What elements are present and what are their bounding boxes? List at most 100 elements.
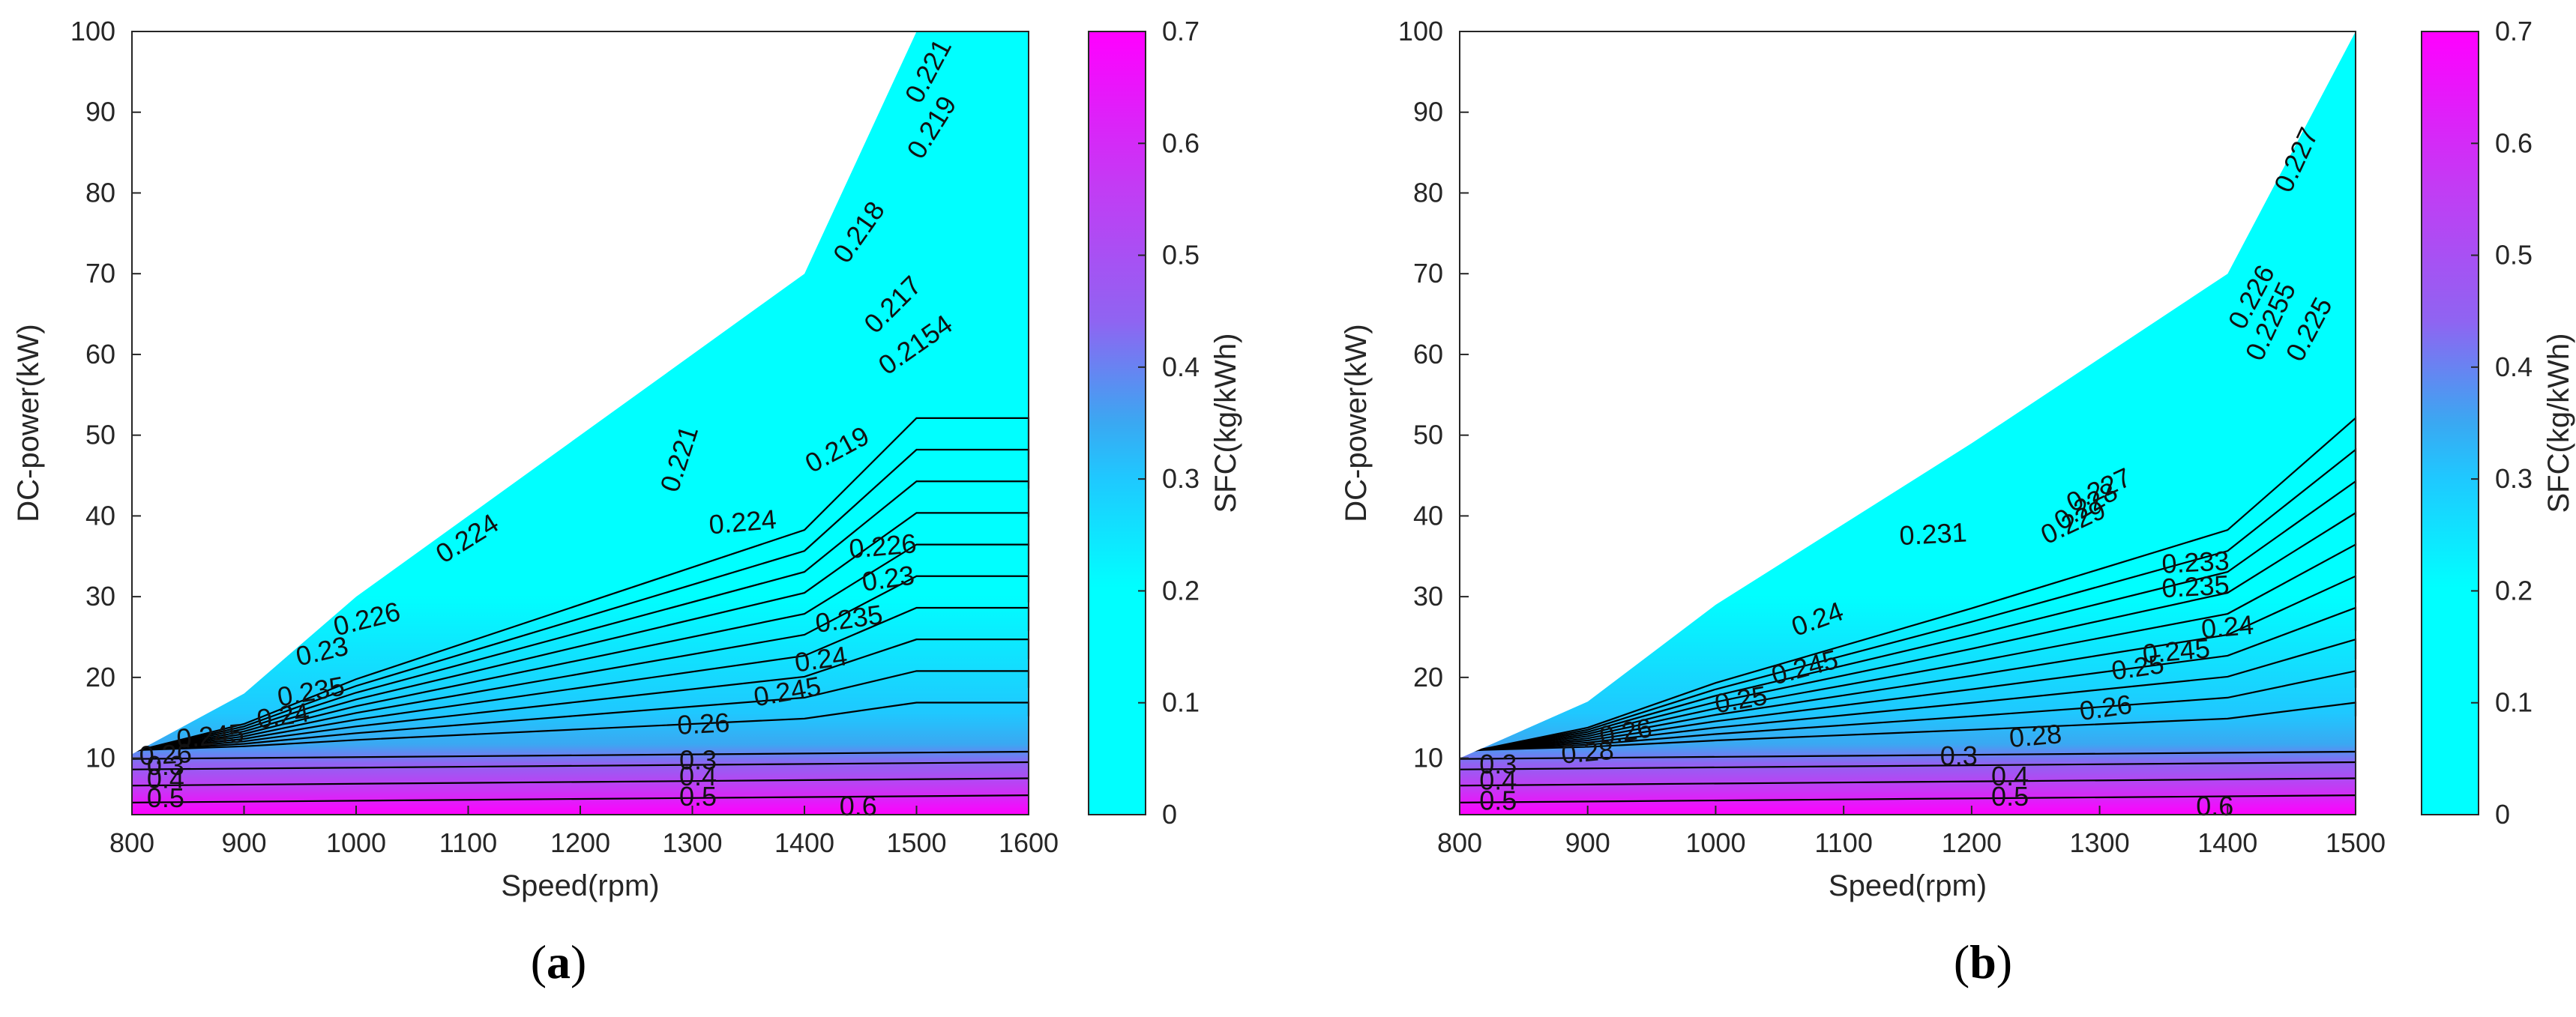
contour-label: 0.28 bbox=[2008, 718, 2062, 753]
x-tick-label: 1200 bbox=[550, 827, 610, 858]
contour-line bbox=[131, 448, 1030, 753]
x-tick-label: 1000 bbox=[326, 827, 386, 858]
contour-label: 0.26 bbox=[139, 737, 193, 771]
colorbar bbox=[1088, 31, 1146, 815]
y-axis-label: DC-power(kW) bbox=[1340, 324, 1373, 522]
colorbar-tick-label: 0.2 bbox=[1162, 575, 1200, 606]
colorbar-label: SFC(kg/kWh) bbox=[1209, 334, 1242, 513]
contour-label: 0.6 bbox=[840, 791, 877, 821]
y-tick-label: 100 bbox=[1398, 16, 1443, 46]
contour-label: 0.26 bbox=[676, 707, 730, 740]
panel-caption: (b) bbox=[1954, 935, 2012, 989]
contour-label: 0.226 bbox=[848, 528, 918, 564]
colorbar-tick-label: 0.5 bbox=[1162, 240, 1200, 271]
contour-line bbox=[1459, 794, 2356, 803]
colorbar-tick-label: 0.1 bbox=[2495, 687, 2533, 718]
contour-line bbox=[131, 761, 1029, 770]
x-tick-label: 1000 bbox=[1685, 827, 1745, 858]
contour-label: 0.5 bbox=[147, 782, 184, 813]
x-tick-label: 900 bbox=[1565, 827, 1610, 858]
contour-label: 0.24 bbox=[792, 640, 849, 678]
contour-line bbox=[131, 575, 1030, 752]
x-tick-label: 1300 bbox=[2070, 827, 2130, 858]
contour-label: 0.4 bbox=[1991, 761, 2029, 791]
contour-label: 0.4 bbox=[1479, 764, 1517, 795]
x-tick-label: 800 bbox=[1437, 827, 1482, 858]
contour-line bbox=[131, 701, 1030, 752]
x-tick-label: 800 bbox=[109, 827, 154, 858]
colorbar-tick-label: 0.1 bbox=[1162, 687, 1200, 718]
colorbar-tick-label: 0.4 bbox=[2495, 351, 2533, 382]
colorbar-tick-label: 0.5 bbox=[2495, 240, 2533, 271]
contour-label: 0.3 bbox=[147, 750, 184, 781]
contour-line bbox=[131, 670, 1030, 752]
y-tick-label: 70 bbox=[85, 258, 115, 289]
contour-line bbox=[131, 639, 1030, 752]
colorbar-tick-label: 0 bbox=[2495, 799, 2510, 830]
contour-line bbox=[131, 794, 1029, 803]
y-tick-label: 20 bbox=[85, 662, 115, 692]
colorbar bbox=[2421, 31, 2479, 815]
contour-label: 0.3 bbox=[679, 744, 717, 775]
y-tick-label: 40 bbox=[1413, 500, 1443, 531]
region-above-max-power bbox=[132, 31, 1029, 755]
contour-label: 0.231 bbox=[1898, 517, 1967, 552]
x-tick-label: 1200 bbox=[1942, 827, 2002, 858]
y-tick-label: 20 bbox=[1413, 662, 1443, 692]
y-tick-label: 90 bbox=[1413, 97, 1443, 127]
x-tick-label: 1500 bbox=[886, 827, 946, 858]
y-tick-label: 10 bbox=[85, 743, 115, 773]
x-tick-label: 1400 bbox=[2197, 827, 2257, 858]
colorbar-tick-label: 0.3 bbox=[2495, 463, 2533, 494]
y-tick-label: 60 bbox=[85, 339, 115, 369]
colorbar-tick-label: 0.4 bbox=[1162, 351, 1200, 382]
x-tick-label: 1600 bbox=[999, 827, 1059, 858]
contour-line bbox=[131, 512, 1030, 752]
contour-label: 0.24 bbox=[255, 697, 311, 734]
y-tick-label: 90 bbox=[85, 97, 115, 127]
x-tick-label: 1400 bbox=[774, 827, 834, 858]
contour-label: 0.3 bbox=[1479, 749, 1517, 779]
contour-line bbox=[131, 777, 1029, 787]
y-axis-label: DC-power(kW) bbox=[12, 324, 45, 522]
contour-label: 0.28 bbox=[1560, 734, 1615, 770]
x-axis-label: Speed(rpm) bbox=[1829, 869, 1987, 902]
plot-frame bbox=[1459, 31, 2356, 815]
y-tick-label: 30 bbox=[1413, 581, 1443, 612]
x-tick-label: 1300 bbox=[662, 827, 722, 858]
x-tick-label: 1100 bbox=[1814, 827, 1872, 858]
contour-label: 0.245 bbox=[175, 717, 245, 754]
contour-label: 0.5 bbox=[1479, 785, 1517, 815]
sfc-contour-fill bbox=[132, 31, 1029, 815]
contour-line bbox=[131, 480, 1030, 752]
y-tick-label: 40 bbox=[85, 500, 115, 531]
y-tick-label: 60 bbox=[1413, 339, 1443, 369]
y-tick-label: 70 bbox=[1413, 258, 1443, 289]
region-above-max-power bbox=[1460, 31, 2356, 758]
contour-label: 0.4 bbox=[679, 761, 717, 791]
panel-caption: (a) bbox=[531, 935, 587, 989]
contour-label: 0.23 bbox=[860, 559, 916, 597]
contour-line bbox=[131, 543, 1030, 752]
contour-line bbox=[1459, 777, 2356, 787]
contour-label: 0.26 bbox=[2077, 689, 2134, 726]
sfc-contour-fill bbox=[1460, 31, 2356, 815]
contour-line bbox=[131, 417, 1030, 753]
chart-panel-b: 0.2270.2260.22550.2250.2270.2280.2290.23… bbox=[1340, 16, 2575, 989]
y-tick-label: 30 bbox=[85, 581, 115, 612]
contour-line bbox=[1459, 750, 2356, 760]
y-tick-label: 80 bbox=[85, 177, 115, 208]
x-axis-label: Speed(rpm) bbox=[501, 869, 659, 902]
contour-line bbox=[131, 606, 1030, 752]
colorbar-tick-label: 0.6 bbox=[2495, 127, 2533, 158]
contour-label: 0.5 bbox=[1991, 781, 2029, 812]
colorbar-tick-label: 0.7 bbox=[2495, 16, 2533, 46]
x-tick-label: 1100 bbox=[439, 827, 497, 858]
contour-label: 0.245 bbox=[2141, 633, 2211, 669]
colorbar-tick-label: 0.3 bbox=[1162, 463, 1200, 494]
colorbar-label: SFC(kg/kWh) bbox=[2542, 334, 2575, 513]
chart-panel-a: 0.2210.2190.2180.2170.21540.2190.2210.22… bbox=[12, 16, 1242, 989]
contour-line bbox=[1459, 761, 2356, 770]
y-tick-label: 80 bbox=[1413, 177, 1443, 208]
